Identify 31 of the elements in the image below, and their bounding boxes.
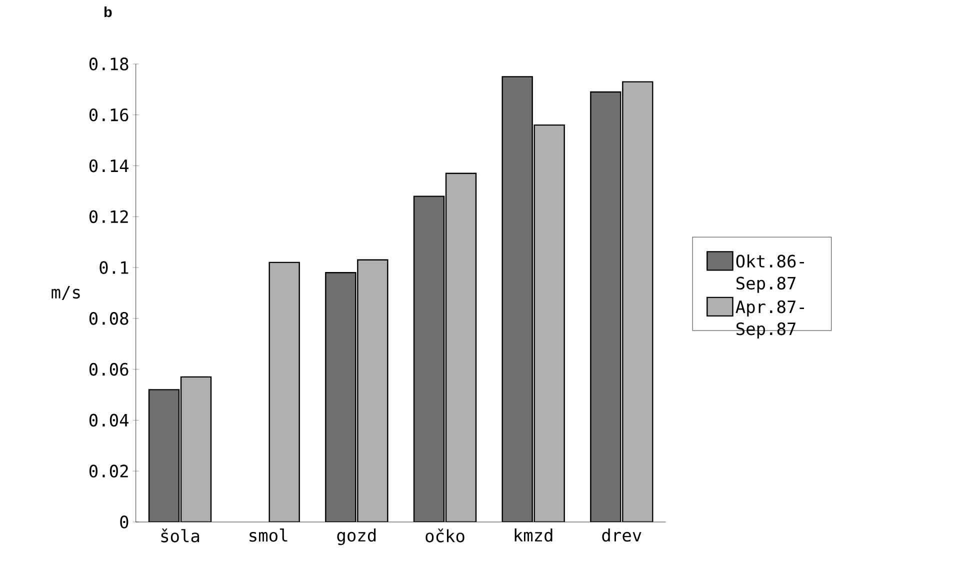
legend-label: Okt.86-Sep.87 (736, 254, 804, 293)
x-tick-label: očko (426, 528, 464, 542)
bar (148, 389, 180, 522)
y-tick-label: 0.14 (89, 159, 128, 172)
bar (502, 76, 533, 522)
y-tick-label: 0.1 (100, 261, 128, 274)
bar (534, 124, 565, 522)
text: b (104, 6, 112, 18)
bar (413, 196, 445, 522)
x-tick-label: kmzd (514, 528, 552, 542)
bar (357, 259, 388, 522)
bar (180, 376, 212, 522)
x-tick-label: smol (250, 528, 288, 542)
y-tick-label: 0.18 (89, 58, 128, 70)
x-tick-label: šola (161, 528, 200, 542)
legend-label: Apr.87-Sep.87 (736, 300, 804, 339)
y-tick-label: 0 (120, 516, 128, 528)
y-axis-title: m/s (52, 286, 80, 300)
bar (622, 81, 654, 522)
x-tick-label: drev (602, 528, 642, 542)
bar (268, 262, 300, 522)
y-tick-label: 0.02 (89, 464, 128, 478)
bar (590, 91, 622, 522)
y-tick-label: 0.16 (89, 108, 128, 122)
y-tick-label: 0.06 (89, 362, 128, 376)
y-tick-label: 0.12 (89, 210, 128, 224)
bar (445, 172, 477, 522)
bar (325, 272, 356, 522)
y-tick-label: 0.08 (89, 312, 128, 325)
y-tick-label: 0.04 (89, 414, 128, 427)
x-tick-label: gozd (337, 528, 376, 546)
